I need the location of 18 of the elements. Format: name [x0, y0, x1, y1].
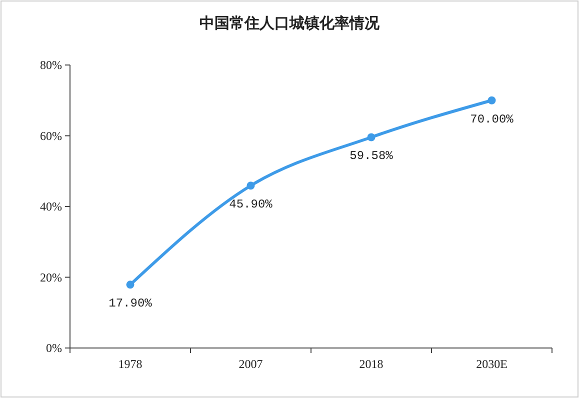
point	[367, 133, 376, 142]
y-tick-label: 60%	[40, 128, 62, 143]
chart-title: 中国常住人口城镇化率情况	[200, 14, 380, 32]
data-label: 45.90%	[229, 198, 274, 212]
data-label: 17.90%	[108, 296, 153, 311]
y-tick-label: 40%	[40, 200, 62, 214]
x-tick-label: 2018	[359, 357, 384, 371]
x-tick-label: 2030E	[476, 357, 508, 371]
x-tick-label: 1978	[118, 357, 142, 371]
x-tick-label: 2007	[238, 357, 263, 371]
point	[488, 96, 496, 104]
data-label: 70.00%	[470, 112, 514, 126]
y-tick-label: 80%	[40, 58, 62, 72]
point	[126, 280, 134, 289]
y-tick-label: 20%	[40, 270, 62, 284]
y-tick-label: 0%	[46, 341, 62, 356]
point	[246, 182, 255, 190]
data-label: 59.58%	[350, 149, 394, 164]
